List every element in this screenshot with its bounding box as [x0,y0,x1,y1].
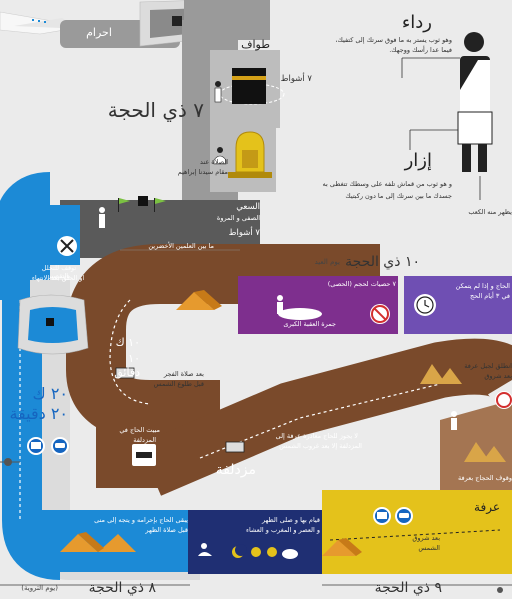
jamarat-label-2: جمرة العقبة الكبرى [283,320,336,328]
muzdalifa-rule-1: لا يجوز للحاج مغادرة عرفة إلى [275,432,358,440]
airplane-icon [0,11,68,35]
sun-icon [267,547,277,557]
saee-rounds-label: ٧ أشواط [228,228,260,238]
arafat-leave-2: بعد شروق [484,372,512,380]
road-brown-diagonal [138,338,512,496]
car-icon [51,437,69,455]
pilgrim-icon [451,411,457,430]
mina-stay-1: يبقى الحاج بإحرامه و يتجه إلى منى [94,516,188,524]
tent-time-1: ١٠ ك [115,336,140,349]
pebbles-icon [277,295,322,320]
izar-desc-1: و هو ثوب من قماش تلفه على وسطك تتغطى به [322,180,452,188]
saee-label-2: الصفى و المروة [216,214,260,222]
mina-note-1: توقف للتحلل بالتقصير [41,264,77,281]
lane-dashes-upper [109,299,151,405]
sunrise-2: الشمس [418,544,440,552]
road-navy [188,510,322,574]
izar-desc-2: جسدك ما بين سرتك إلى ما دون ركبتيك [345,192,452,200]
mina-note-2: او الحلق بعد الانتهاء [31,274,85,282]
road-blue-left [2,300,62,580]
date-9-label: ٩ ذي الحجة [374,580,442,596]
tawaf-label: طواف [241,38,270,51]
timeline-dot [4,458,12,466]
bus-stop-marker [225,441,245,453]
muzdalifa-sleep-2: المزدلفة [133,436,156,444]
kaaba-note: يظهر منه الكعب [468,208,512,216]
no-entry-icon [370,304,390,324]
arafa-label: عرفة [474,500,500,514]
praying-icon [213,147,227,165]
date-10th-label: ١٠ ذي الحجة [345,254,420,270]
road-blue-block [20,205,80,265]
road-saee [60,200,260,258]
flag-icon [118,198,166,212]
cloud-icon [282,549,298,559]
date-7th-label: ٧ ذي الحجة [107,98,204,122]
mountain-icon [464,442,506,462]
izar-title: إزار [404,150,432,171]
purple-note-2: في ٣ أيام الحج [469,292,510,300]
pilgrim-icon [214,81,222,103]
stadium-icon [17,294,89,355]
travel-time-1: ٢٠ ك [32,384,68,403]
rida-desc-2: فيما عدا رأسك ووجهك. [389,46,452,54]
purple-note-1: الحاج و إذا لم يتمكن [455,282,510,290]
road-brown-upper [66,244,380,440]
bus-icon [373,507,391,525]
muzdalifa-label: مزدلفة [215,462,256,478]
tawaf-rounds-label: ٧ أشواط [280,74,312,84]
prayer-label-2: مقام سيدنا إبراهيم [177,168,228,176]
fajr-note-2: قبل طلوع الشمس [153,380,204,388]
travel-time-2: ٢٠ دقيقة [9,404,68,423]
muzdalifa-sleep-1: مبيت الحاج في [119,426,160,434]
bus-icon [27,437,45,455]
car-icon [395,507,413,525]
pilgrim-figure-icon [457,32,493,172]
kaaba-icon [219,68,285,105]
sunrise-1: بعد شروق [412,534,440,542]
date-8-sub: (يوم التروية) [21,584,58,592]
clock-icon [414,294,436,316]
timeline-dot [497,587,503,593]
muzdalifa-rule-2: المزدلفة إلا بعد غروب الشمس [279,442,362,450]
road-tawaf-top [184,0,270,40]
mina-stay-2: قبل صلاة الظهر [145,526,188,534]
ihram-label: احرام [86,26,112,39]
date-10th-sub: يوم العيد [314,258,340,266]
prayer-label-1: الصلاة عند [199,158,228,166]
tent-time-2: ١٠ دقائق [114,352,140,379]
fajr-note-1: بعد صلاة الفجر [163,370,204,378]
waqf-label: وقوف الحجاج بعرفة [458,474,512,482]
tent-icon [176,290,222,310]
tools-icon [57,236,77,256]
mountain-icon [420,364,462,384]
prayers-1: قيام بها و صلى الظهر [261,516,320,524]
no-entry-icon [495,391,512,409]
shrine-icon [228,131,272,178]
praying-icon [198,543,212,556]
saee-note: ما بين العلمين الأخضرين [148,242,214,250]
lane-dashes-yellow [329,529,501,541]
sun-icon [251,547,261,557]
bus-stop-marker [115,367,135,379]
tent-icon [60,532,136,552]
tent-icon [322,538,362,556]
kaaba-icon [138,196,148,206]
pilgrim-icon [99,207,105,228]
saee-label-1: السعي [236,202,260,212]
arafat-leave-1: انطلق لجبل عرفة [464,362,512,370]
rida-title: رداء [401,12,432,33]
jamarat-label-1: ٧ حصيات لحجم (الحصى) [327,280,396,288]
prayers-2: و العصر و المغرب و العشاء [245,526,320,534]
rida-desc-1: وهو ثوب يستر به ما فوق سرتك إلى كتفيك، [335,36,452,44]
bed-icon [132,444,156,466]
date-8-label: ٨ ذي الحجة [88,580,156,596]
road-purple [238,276,398,334]
moon-icon [232,544,247,558]
road-yellow [322,490,512,574]
